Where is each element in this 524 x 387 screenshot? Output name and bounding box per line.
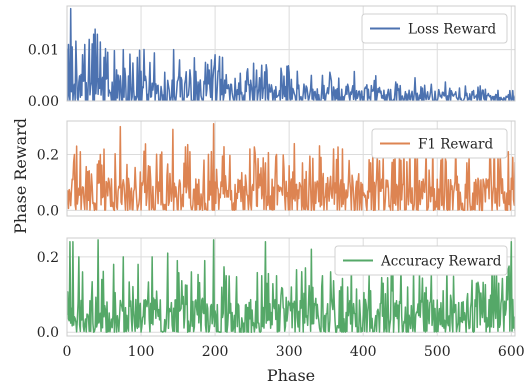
legend: F1 Reward xyxy=(371,128,508,159)
legend: Loss Reward xyxy=(361,13,508,44)
y-axis-label: Phase Reward xyxy=(11,118,30,234)
legend: Accuracy Reward xyxy=(334,245,508,276)
legend-box xyxy=(334,245,508,276)
legend-box xyxy=(371,128,508,159)
legend-box xyxy=(361,13,508,44)
y-tick-label: 0.2 xyxy=(37,148,59,164)
axes-frame xyxy=(66,237,516,337)
legend-label: F1 Reward xyxy=(418,137,493,153)
x-tick-label: 500 xyxy=(424,344,451,360)
series-line xyxy=(67,239,515,333)
x-tick-label: 600 xyxy=(498,344,524,360)
x-tick-label: 300 xyxy=(276,344,303,360)
y-tick-label: 0.01 xyxy=(28,43,59,59)
legend-label: Loss Reward xyxy=(408,22,496,38)
axes-frame xyxy=(66,5,516,102)
axes-frame xyxy=(66,120,516,217)
y-tick-label: 0.2 xyxy=(37,250,59,266)
panel-0: 0.00 0.01 Loss Reward xyxy=(28,5,516,110)
x-tick-label: 200 xyxy=(202,344,229,360)
x-tick-label: 0 xyxy=(63,344,72,360)
y-tick-label: 0.0 xyxy=(37,325,59,341)
panel-1: 0.0 0.2 F1 Reward xyxy=(37,120,516,219)
legend-label: Accuracy Reward xyxy=(380,254,502,270)
x-tick-label: 100 xyxy=(128,344,155,360)
y-tick-label: 0.0 xyxy=(37,203,59,219)
x-tick-label: 400 xyxy=(350,344,377,360)
series-line xyxy=(67,123,515,212)
panel-2: 0.0 0.2 Accuracy Reward 0 100 200 300 400 500 600 xyxy=(37,237,524,360)
x-axis-label: Phase xyxy=(267,366,315,385)
y-tick-label: 0.00 xyxy=(28,94,59,110)
series-line xyxy=(67,7,515,101)
